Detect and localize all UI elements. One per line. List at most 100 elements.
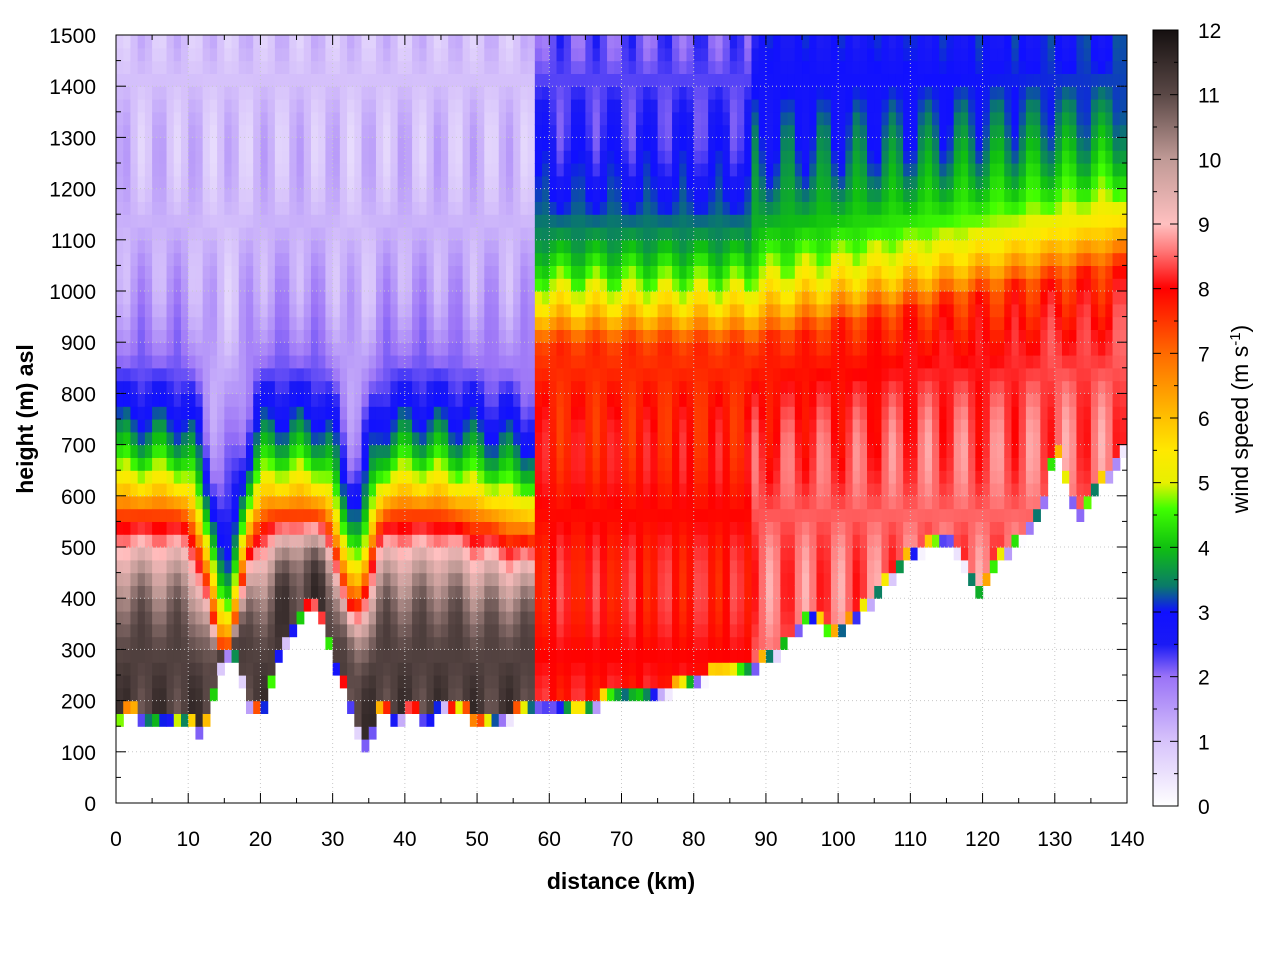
heatmap-cell: [217, 431, 225, 446]
heatmap-cell: [440, 470, 449, 484]
heatmap-cell: [462, 623, 471, 638]
heatmap-cell: [520, 316, 529, 330]
heatmap-cell: [455, 227, 464, 241]
heatmap-cell: [664, 303, 673, 318]
heatmap-cell: [585, 111, 594, 126]
heatmap-cell: [260, 380, 269, 394]
heatmap-cell: [693, 201, 702, 215]
heatmap-cell: [339, 495, 348, 510]
heatmap-cell: [152, 585, 160, 599]
heatmap-cell: [549, 611, 558, 625]
heatmap-cell: [173, 329, 182, 343]
heatmap-cell: [592, 508, 601, 522]
heatmap-cell: [354, 483, 363, 497]
heatmap-cell: [809, 393, 818, 407]
heatmap-cell: [809, 547, 818, 561]
heatmap-cell: [390, 431, 399, 446]
heatmap-cell: [708, 111, 716, 126]
heatmap-cell: [570, 124, 579, 138]
heatmap-cell: [224, 111, 233, 126]
heatmap-cell: [484, 611, 493, 625]
heatmap-cell: [412, 99, 420, 113]
heatmap-cell: [296, 585, 305, 599]
heatmap-cell: [195, 419, 204, 433]
heatmap-cell: [578, 163, 586, 177]
heatmap-cell: [477, 700, 485, 714]
heatmap-cell: [737, 73, 745, 87]
heatmap-cell: [505, 393, 514, 407]
heatmap-cell: [123, 700, 132, 714]
heatmap-cell: [491, 547, 500, 561]
heatmap-cell: [592, 291, 601, 305]
heatmap-cell: [209, 559, 218, 574]
heatmap-cell: [390, 393, 399, 407]
heatmap-cell: [440, 60, 449, 74]
heatmap-cell: [477, 303, 485, 318]
heatmap-cell: [477, 278, 485, 292]
heatmap-cell: [282, 585, 290, 599]
heatmap-cell: [137, 495, 146, 510]
heatmap-cell: [491, 316, 500, 330]
heatmap-cell: [116, 86, 124, 100]
heatmap-cell: [520, 35, 529, 49]
heatmap-cell: [318, 73, 327, 87]
heatmap-cell: [520, 99, 529, 113]
heatmap-cell: [318, 483, 327, 497]
heatmap-cell: [347, 508, 355, 522]
heatmap-cell: [549, 483, 558, 497]
heatmap-cell: [686, 73, 695, 87]
heatmap-cell: [267, 572, 276, 586]
heatmap-cell: [318, 406, 327, 420]
heatmap-cell: [137, 367, 146, 382]
heatmap-cell: [318, 214, 327, 228]
heatmap-cell: [657, 687, 666, 702]
heatmap-cell: [513, 700, 521, 714]
heatmap-cell: [578, 201, 586, 215]
heatmap-cell: [116, 111, 124, 126]
heatmap-cell: [498, 47, 507, 62]
heatmap-cell: [787, 163, 796, 177]
heatmap-cell: [152, 316, 160, 330]
heatmap-cell: [794, 278, 803, 292]
heatmap-cell: [505, 137, 514, 151]
heatmap-cell: [339, 483, 348, 497]
heatmap-cell: [686, 99, 695, 113]
heatmap-cell: [607, 687, 615, 702]
heatmap-cell: [505, 291, 514, 305]
heatmap-cell: [592, 687, 601, 702]
heatmap-cell: [765, 470, 774, 484]
heatmap-cell: [253, 252, 262, 266]
heatmap-cell: [238, 60, 247, 74]
heatmap-cell: [469, 713, 478, 727]
heatmap-cell: [274, 150, 283, 164]
heatmap-cell: [152, 457, 160, 471]
heatmap-cell: [116, 316, 124, 330]
heatmap-cell: [758, 444, 767, 458]
heatmap-cell: [202, 598, 211, 612]
heatmap-cell: [354, 598, 363, 612]
heatmap-cell: [144, 572, 153, 586]
heatmap-cell: [679, 380, 688, 394]
heatmap-cell: [253, 636, 262, 650]
heatmap-cell: [361, 393, 370, 407]
heatmap-cell: [469, 163, 478, 177]
heatmap-cell: [657, 150, 666, 164]
heatmap-cell: [433, 214, 442, 228]
heatmap-cell: [260, 662, 269, 676]
heatmap-cell: [607, 201, 615, 215]
heatmap-cell: [282, 431, 290, 446]
heatmap-cell: [614, 636, 623, 650]
heatmap-cell: [217, 585, 225, 599]
heatmap-cell: [245, 470, 254, 484]
heatmap-cell: [563, 700, 572, 714]
heatmap-cell: [657, 534, 666, 548]
heatmap-cell: [758, 47, 767, 62]
heatmap-cell: [375, 419, 384, 433]
heatmap-cell: [224, 431, 233, 446]
heatmap-cell: [520, 675, 529, 689]
heatmap-cell: [116, 175, 124, 190]
heatmap-cell: [737, 214, 745, 228]
heatmap-cell: [765, 214, 774, 228]
heatmap-cell: [433, 124, 442, 138]
heatmap-cell: [412, 700, 420, 714]
